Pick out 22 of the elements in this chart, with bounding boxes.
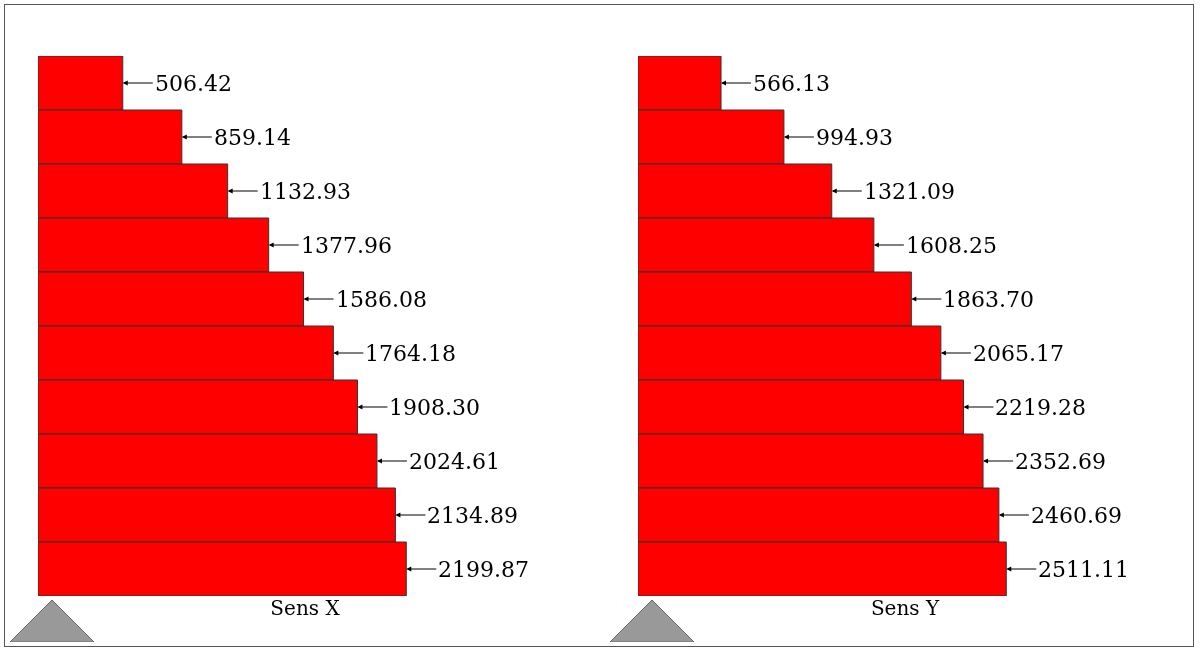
data-label: 1586.08 <box>336 287 427 312</box>
data-label: 2199.87 <box>438 557 529 582</box>
data-label: 2024.61 <box>409 449 500 474</box>
data-label: 506.42 <box>155 71 232 96</box>
data-label: 2352.69 <box>1015 449 1106 474</box>
data-label: 994.93 <box>816 125 893 150</box>
data-label: 1608.25 <box>906 233 997 258</box>
x-axis-title: Sens X <box>270 595 341 620</box>
data-label: 1377.96 <box>301 233 392 258</box>
data-label: 2460.69 <box>1031 503 1122 528</box>
data-label: 2219.28 <box>995 395 1086 420</box>
data-label: 1764.18 <box>365 341 456 366</box>
data-label: 1132.93 <box>260 179 351 204</box>
data-label: 2134.89 <box>427 503 518 528</box>
data-label: 1863.70 <box>943 287 1034 312</box>
data-label: 2065.17 <box>973 341 1064 366</box>
data-label: 566.13 <box>753 71 830 96</box>
data-label: 859.14 <box>214 125 291 150</box>
x-axis-title: Sens Y <box>870 595 940 620</box>
data-label: 2511.11 <box>1038 557 1129 582</box>
data-label: 1321.09 <box>864 179 955 204</box>
data-label: 1908.30 <box>389 395 480 420</box>
